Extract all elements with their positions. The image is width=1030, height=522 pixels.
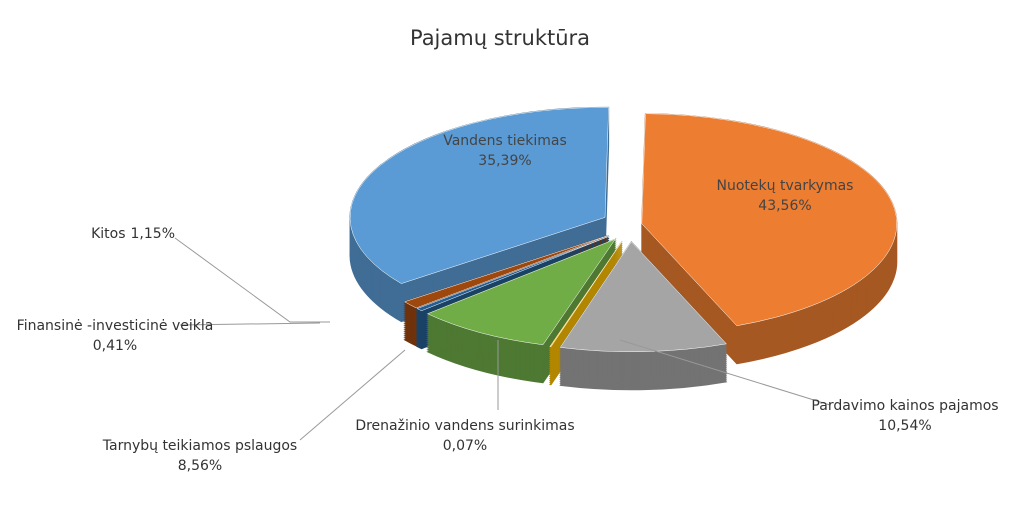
slice bbox=[426, 238, 617, 384]
category: Kitos bbox=[91, 226, 125, 242]
slice-top bbox=[426, 238, 616, 346]
slice-label: Tarnybų teikiamos pslaugos 8,56% bbox=[102, 438, 297, 474]
category: Drenažinio vandens surinkimas bbox=[355, 418, 574, 434]
category: Tarnybų teikiamos pslaugos bbox=[102, 438, 297, 454]
slice-label: Vandens tiekimas 35,39% bbox=[443, 133, 567, 169]
category: Nuotekų tvarkymas bbox=[717, 178, 854, 194]
slice-top bbox=[641, 113, 898, 327]
value-label: 8,56% bbox=[178, 458, 222, 474]
slice-top bbox=[403, 235, 609, 309]
value-label: 0,41% bbox=[93, 338, 137, 354]
leader-line bbox=[619, 339, 831, 406]
pie bbox=[349, 106, 898, 391]
category: Vandens tiekimas bbox=[443, 133, 567, 149]
slice-top bbox=[549, 240, 623, 348]
slice bbox=[641, 113, 898, 365]
value-label: 1,15% bbox=[131, 226, 175, 242]
slice-label: Nuotekų tvarkymas 43,56% bbox=[717, 178, 854, 214]
category: Finansinė -investicinė veikla bbox=[17, 318, 214, 334]
chart-title: Pajamų struktūra bbox=[410, 26, 590, 50]
slice bbox=[559, 240, 728, 391]
slice-top bbox=[559, 241, 727, 352]
slice-label: Drenažinio vandens surinkimas 0,07% bbox=[355, 418, 574, 454]
leader-line bbox=[174, 237, 330, 323]
value-label: 43,56% bbox=[758, 198, 811, 214]
value-label: 35,39% bbox=[478, 153, 531, 169]
slice-top bbox=[416, 235, 610, 311]
category: Pardavimo kainos pajamos bbox=[811, 398, 998, 414]
value-label: 10,54% bbox=[878, 418, 931, 434]
slice-label: Kitos 1,15% bbox=[91, 226, 175, 242]
slice-label: Pardavimo kainos pajamos 10,54% bbox=[811, 398, 998, 434]
value-label: 0,07% bbox=[443, 438, 487, 454]
leader-line bbox=[179, 322, 321, 326]
slice-label: Finansinė -investicinė veikla 0,41% bbox=[17, 318, 214, 354]
slice-top bbox=[349, 107, 609, 284]
leader-line bbox=[299, 349, 406, 441]
